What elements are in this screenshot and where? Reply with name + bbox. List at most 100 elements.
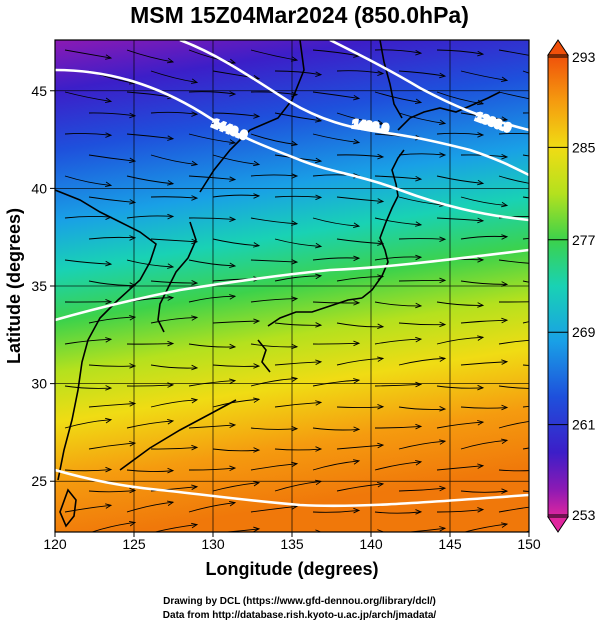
streamline	[460, 70, 508, 81]
streamline	[398, 357, 446, 366]
streamline-arrow	[129, 441, 137, 447]
streamline-arrow	[291, 343, 299, 350]
streamline-arrow	[315, 273, 323, 280]
streamline	[250, 49, 298, 61]
coastline-japan-honshu	[361, 149, 405, 299]
x-tick-label: 145	[438, 536, 462, 552]
streamline	[88, 442, 136, 450]
streamline	[436, 509, 484, 513]
streamline	[460, 196, 508, 206]
streamline	[312, 133, 360, 143]
streamline-arrow	[477, 420, 485, 426]
streamline-arrow	[415, 254, 423, 261]
streamline-arrow	[353, 300, 361, 306]
x-tick-label: 150	[517, 536, 541, 552]
plot-area: 1440.0 1400.0 1360.0	[54, 39, 545, 533]
streamline-arrow	[229, 343, 237, 350]
streamline-arrow	[501, 234, 509, 240]
streamline	[522, 70, 529, 74]
streamline	[436, 49, 484, 55]
streamline	[398, 112, 446, 124]
height-contour-line	[329, 40, 529, 132]
streamline	[436, 301, 484, 306]
streamline-arrow	[439, 406, 447, 412]
streamline-arrow	[477, 217, 485, 224]
streamline	[312, 49, 360, 57]
streamline	[522, 112, 529, 114]
streamline-arrow	[229, 139, 237, 145]
x-tick-label: 125	[122, 536, 146, 552]
streamline	[374, 301, 422, 307]
streamline	[460, 280, 508, 285]
streamline-arrow	[353, 378, 361, 384]
streamline	[405, 527, 446, 532]
streamline	[212, 194, 260, 198]
streamline-arrow	[167, 213, 175, 220]
streamline	[64, 385, 112, 389]
streamline-arrow	[377, 481, 385, 488]
streamline	[212, 320, 260, 324]
streamline	[498, 506, 529, 513]
streamline-arrow	[253, 363, 261, 369]
colorbar-tick-label: 277	[572, 232, 596, 248]
streamline-arrow	[253, 318, 261, 324]
streamline	[398, 70, 446, 77]
streamline	[398, 406, 446, 410]
streamline	[274, 361, 322, 366]
streamline	[212, 398, 260, 408]
colorbar-tick-label: 293	[572, 49, 596, 65]
streamline	[88, 490, 136, 493]
streamline-arrow	[415, 176, 423, 182]
coastline-sakhalin-russia	[199, 40, 403, 193]
streamline-arrow	[191, 315, 199, 321]
streamline	[88, 236, 136, 240]
streamline-arrow	[501, 281, 509, 287]
streamline	[436, 217, 484, 222]
streamline	[64, 216, 112, 219]
streamline-arrow	[129, 235, 137, 241]
streamline	[250, 505, 298, 513]
streamline-arrow	[229, 294, 237, 300]
streamline	[274, 238, 322, 247]
streamline	[250, 174, 298, 177]
streamline	[88, 403, 136, 408]
streamline	[212, 482, 260, 492]
streamline	[64, 259, 112, 265]
streamline-arrow	[415, 98, 423, 104]
streamline-arrow	[229, 501, 237, 507]
streamline-arrow	[129, 112, 137, 119]
streamline-arrow	[253, 526, 261, 532]
streamline-arrow	[501, 116, 509, 122]
streamline-arrow	[105, 132, 113, 138]
streamline-arrow	[291, 56, 299, 62]
colorbar-tick-label: 253	[572, 507, 596, 523]
colorbar-bottom-arrow	[547, 516, 569, 533]
streamline	[153, 524, 198, 532]
streamline	[126, 49, 174, 63]
streamline-arrow	[229, 378, 237, 384]
streamline-arrow	[415, 336, 423, 343]
streamline-arrow	[353, 507, 361, 514]
streamline-arrow	[377, 442, 385, 449]
streamline-arrow	[105, 298, 113, 305]
streamline-arrow	[539, 261, 545, 266]
streamline-arrow	[539, 467, 545, 472]
y-axis-title: Latitude (degrees)	[4, 208, 24, 364]
streamline	[336, 276, 384, 282]
streamline-arrow	[229, 176, 237, 182]
streamline-arrow	[191, 484, 199, 490]
streamline	[126, 469, 174, 473]
streamline	[460, 490, 508, 493]
streamline-arrow	[315, 322, 323, 328]
streamline-arrow	[353, 255, 361, 262]
streamline	[150, 316, 198, 324]
streamline	[498, 339, 529, 345]
streamline	[522, 321, 529, 324]
coastline-hokkaido	[397, 91, 501, 131]
streamline	[64, 419, 112, 429]
streamline-arrow	[377, 153, 385, 160]
streamline-arrow	[415, 509, 423, 515]
streamline-arrow	[167, 295, 175, 301]
coastlines	[55, 40, 501, 528]
streamline	[150, 70, 198, 83]
